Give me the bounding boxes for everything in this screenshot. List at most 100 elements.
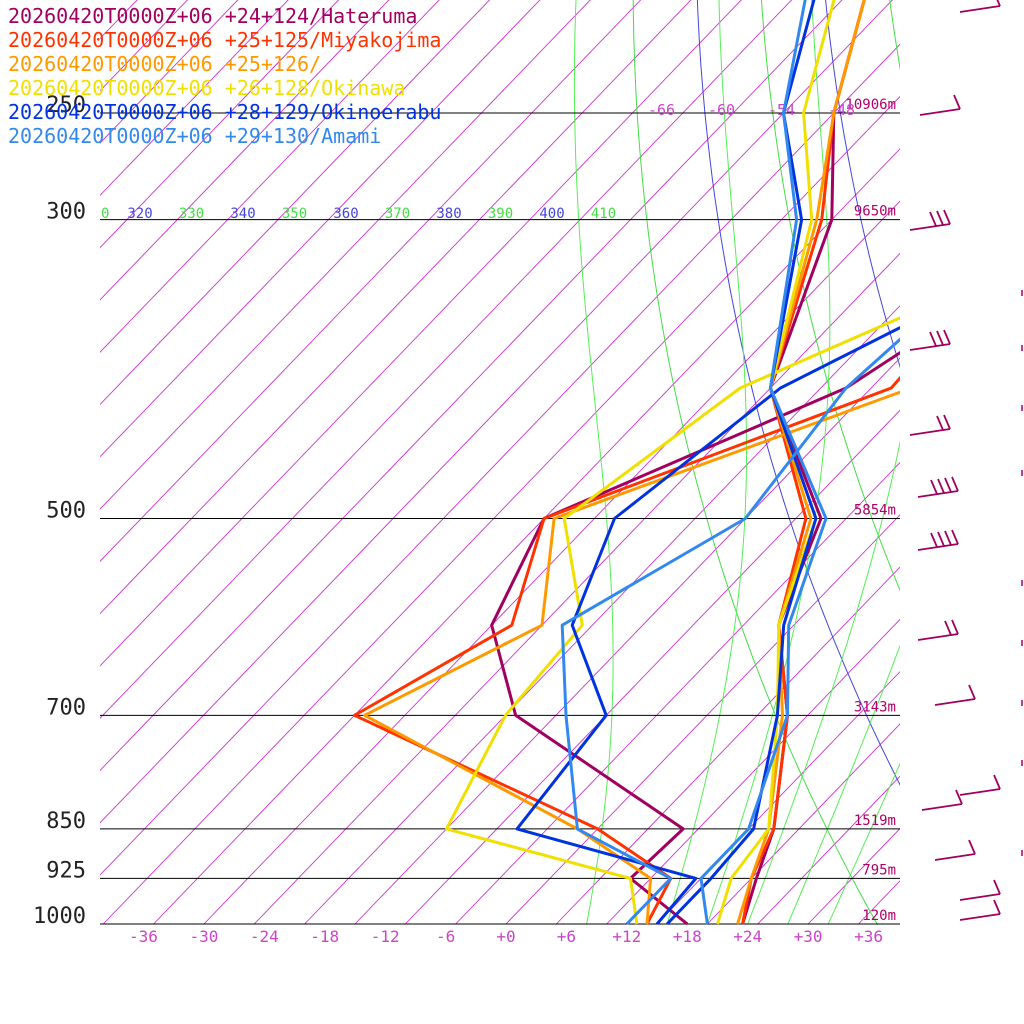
series-dew-line-2: [363, 390, 900, 925]
theta-labels: 0 320 330 340 350 360 370 380 390 400 410: [101, 206, 616, 222]
dry-adiabat-line: [825, 0, 900, 369]
wind-barb: [959, 0, 1001, 13]
x-tick-label: -36: [129, 927, 158, 946]
height-label: 10906m: [845, 97, 896, 113]
pressure-label: 925: [46, 858, 86, 883]
isotherm-line: [153, 148, 900, 925]
series-dew-line-4: [515, 325, 900, 925]
wind-barb: [917, 619, 959, 641]
series-temp-line-2: [736, 0, 866, 925]
isotherm-line: [606, 618, 900, 925]
wind-barb: [959, 774, 1001, 796]
legend-entry-okinoerabu: 20260420T0000Z+06 +28+129/Okinoerabu: [8, 100, 441, 124]
moist-adiabat-line: [747, 440, 900, 925]
isotherm-line: [100, 0, 440, 353]
theta-label: 0: [101, 206, 109, 222]
isotherm-line: [304, 305, 900, 925]
wind-barb: [959, 879, 1001, 901]
isotherm-line: [959, 0, 1024, 924]
wind-barb: [909, 414, 951, 436]
wind-barb: [917, 529, 959, 551]
series-temp-line-3: [716, 0, 836, 925]
isotherm-line: [100, 0, 491, 406]
legend: 20260420T0000Z+06 +24+124/Hateruma 20260…: [8, 4, 441, 148]
theta-label: 320: [127, 206, 152, 222]
moist-adiabat-line: [706, 0, 831, 925]
legend-entry-okinawa: 20260420T0000Z+06 +26+128/Okinawa: [8, 76, 405, 100]
legend-entry-amami: 20260420T0000Z+06 +29+130/Amami: [8, 124, 381, 148]
isotherm-line: [1010, 0, 1024, 924]
isotherm-line: [102, 95, 900, 925]
isotherm-line: [100, 0, 843, 772]
x-tick-label: +30: [794, 927, 823, 946]
isotherm-line: [100, 0, 742, 667]
isotherm-line: [505, 514, 900, 925]
moist-adiabat-line: [787, 644, 900, 925]
isotherm-line: [100, 0, 340, 249]
x-tick-label: +12: [612, 927, 641, 946]
series-dew-line-3: [445, 316, 900, 925]
isotherm-line: [354, 357, 900, 925]
wind-barb: [921, 789, 963, 811]
x-tick-label: +24: [733, 927, 762, 946]
isotherm-line: [404, 409, 900, 925]
isotherm-line: [100, 0, 390, 301]
pressure-label: 500: [46, 499, 86, 524]
dry-adiabat-line: [696, 0, 900, 786]
height-label: 1519m: [854, 813, 896, 829]
pressure-label: 700: [46, 695, 86, 720]
series-dew-line-1: [353, 375, 900, 925]
x-tick-label: +6: [557, 927, 576, 946]
theta-label: 370: [385, 206, 410, 222]
series-temp-line-0: [741, 0, 866, 925]
height-label: 795m: [862, 862, 896, 878]
pressure-label: 250: [46, 93, 86, 118]
dry-adiabat-line: [760, 0, 900, 592]
isotherm-line: [100, 0, 541, 458]
height-label: 120m: [862, 908, 896, 924]
theta-label: 340: [230, 206, 255, 222]
x-tick-label: -30: [189, 927, 218, 946]
theta-label: 390: [488, 206, 513, 222]
series-temp-line-4: [666, 0, 818, 925]
temperature-axis: -36 -30 -24 -18 -12 -6 +0 +6 +12 +18 +24 +30 +36: [129, 927, 883, 946]
wind-barb: [934, 839, 976, 861]
wind-barb: [909, 329, 951, 351]
x-tick-label: -6: [436, 927, 455, 946]
height-label: 5854m: [854, 503, 896, 519]
isotherm-line: [100, 0, 692, 615]
pressure-label: 1000: [33, 904, 86, 929]
x-tick-label: +0: [496, 927, 515, 946]
moist-adiabat-line: [666, 0, 747, 925]
theta-label: 360: [333, 206, 358, 222]
isotherm-label: -60: [708, 101, 735, 119]
wind-barb: [934, 684, 976, 706]
x-tick-label: -24: [250, 927, 279, 946]
theta-label: 330: [179, 206, 204, 222]
isotherm-line: [100, 0, 239, 144]
isotherm-label: -66: [648, 101, 675, 119]
theta-label: 380: [436, 206, 461, 222]
x-tick-label: +36: [854, 927, 883, 946]
isotherm-label: -54: [768, 101, 795, 119]
sounding-series: [353, 0, 900, 925]
isotherm-line: [253, 252, 900, 925]
isotherm-line: [100, 0, 893, 824]
dry-adiabat-line: [928, 0, 1024, 953]
wind-barb: [919, 94, 961, 116]
wind-barbs: [909, 0, 1023, 921]
x-tick-label: -12: [371, 927, 400, 946]
height-label: 9650m: [854, 204, 896, 220]
x-tick-label: -18: [310, 927, 339, 946]
height-label: 3143m: [854, 699, 896, 715]
wind-barb: [959, 899, 1001, 921]
isotherm-line: [707, 723, 900, 925]
dry-adiabat-line: [889, 0, 900, 71]
dry-adiabat-line: [982, 0, 1024, 953]
legend-entry-hateruma: 20260420T0000Z+06 +24+124/Hateruma: [8, 4, 417, 28]
series-temp-line-5: [699, 0, 828, 925]
isotherm-line: [909, 0, 1024, 924]
series-dew-line-5: [560, 337, 900, 925]
dry-adiabat-line: [632, 0, 879, 925]
